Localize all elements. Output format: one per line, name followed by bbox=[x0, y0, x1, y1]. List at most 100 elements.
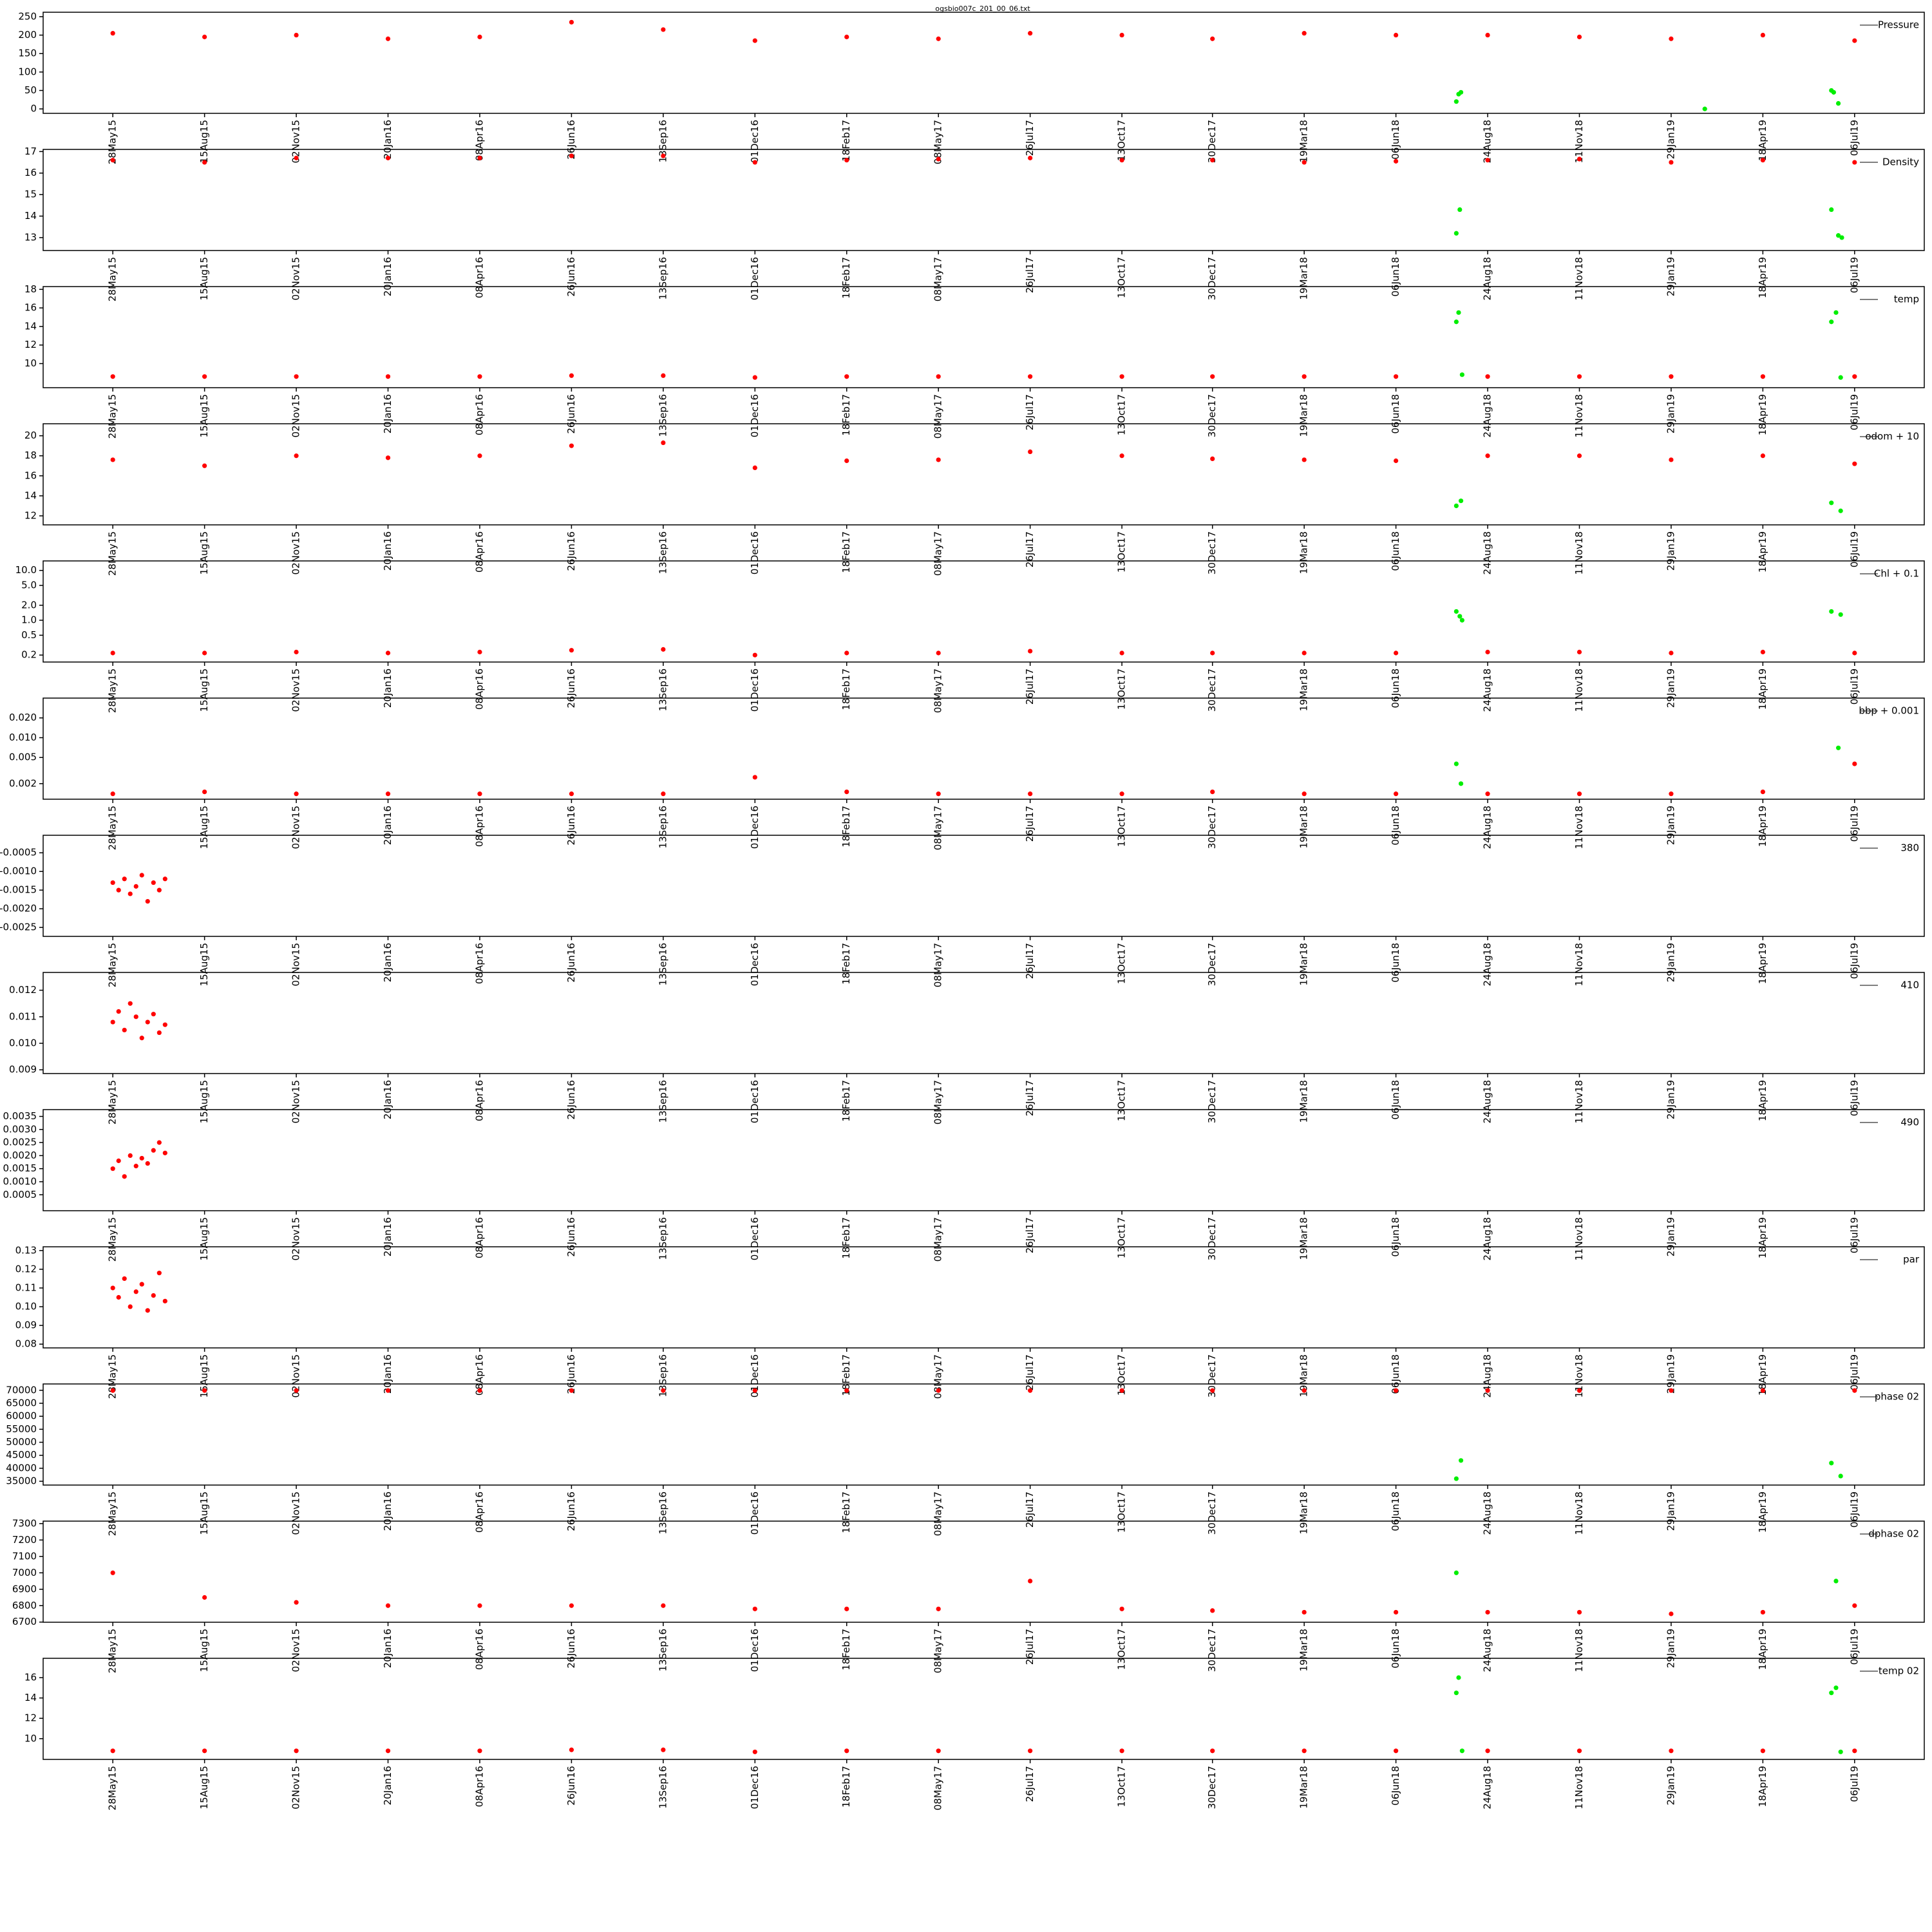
data-point bbox=[385, 1748, 391, 1754]
y-tick-label: 0.12 bbox=[15, 1263, 37, 1274]
data-point bbox=[1028, 1388, 1033, 1393]
x-tick-label: 19Mar18 bbox=[1298, 1217, 1310, 1260]
x-tick-label: 11Nov18 bbox=[1573, 943, 1585, 986]
x-tick-label: 13Oct17 bbox=[1116, 257, 1128, 298]
legend-label: bbp + 0.001 bbox=[1859, 705, 1919, 717]
data-point bbox=[569, 791, 574, 797]
y-tick-label: 250 bbox=[18, 10, 37, 22]
x-tick-label: 24Aug18 bbox=[1482, 394, 1493, 437]
y-tick-label: 0.10 bbox=[15, 1301, 37, 1312]
x-tick-label: 29Jan19 bbox=[1665, 1354, 1676, 1394]
x-tick-label: 13Oct17 bbox=[1116, 1217, 1128, 1258]
x-tick-label: 18Feb17 bbox=[840, 531, 852, 573]
x-tick-label: 28May15 bbox=[107, 668, 118, 713]
x-tick-label: 29Jan19 bbox=[1665, 1217, 1676, 1256]
data-point bbox=[1838, 612, 1843, 617]
x-tick-label: 28May15 bbox=[107, 806, 118, 850]
y-tick-label: 65000 bbox=[6, 1397, 37, 1408]
x-tick-label: 11Nov18 bbox=[1573, 1766, 1585, 1809]
x-tick-label: 08Apr16 bbox=[473, 1354, 485, 1396]
x-tick-label: 13Oct17 bbox=[1116, 943, 1128, 984]
x-tick-label: 26Jun16 bbox=[565, 394, 577, 434]
data-point bbox=[1669, 1748, 1674, 1754]
legend-label: 490 bbox=[1900, 1117, 1919, 1128]
y-tick-label: 13 bbox=[24, 231, 37, 243]
x-tick-label: 11Nov18 bbox=[1573, 531, 1585, 574]
x-tick-label: 18Feb17 bbox=[840, 806, 852, 848]
y-tick-label: -0.0005 bbox=[0, 847, 37, 858]
x-tick-label: 01Dec16 bbox=[749, 1354, 761, 1397]
y-tick-label: 12 bbox=[24, 339, 37, 350]
x-tick-label: 30Dec17 bbox=[1206, 1629, 1218, 1672]
y-tick-label: 50000 bbox=[6, 1436, 37, 1448]
data-point bbox=[844, 1748, 849, 1754]
x-tick-label: 26Jul17 bbox=[1024, 257, 1036, 293]
data-point bbox=[1577, 374, 1582, 379]
data-point bbox=[1760, 790, 1765, 795]
plot-frame bbox=[43, 286, 1925, 388]
x-tick-label: 06Jul19 bbox=[1848, 531, 1860, 567]
x-tick-label: 28May15 bbox=[107, 531, 118, 576]
data-point bbox=[1454, 761, 1459, 766]
data-point bbox=[1393, 1609, 1399, 1615]
x-tick-label: 13Oct17 bbox=[1116, 1629, 1128, 1670]
data-point bbox=[936, 374, 941, 379]
y-tick-label: 14 bbox=[24, 320, 37, 332]
data-point bbox=[151, 1012, 156, 1017]
x-tick-label: 11Nov18 bbox=[1573, 394, 1585, 437]
x-tick-label: 11Nov18 bbox=[1573, 668, 1585, 712]
x-tick-label: 11Nov18 bbox=[1573, 120, 1585, 163]
data-point bbox=[1669, 650, 1674, 656]
data-point bbox=[1829, 207, 1834, 213]
y-tick-label: 0.0005 bbox=[3, 1189, 37, 1200]
x-tick-label: 19Mar18 bbox=[1298, 394, 1310, 437]
x-tick-label: 29Jan19 bbox=[1665, 668, 1676, 708]
y-tick-label: 0.09 bbox=[15, 1320, 37, 1331]
data-point bbox=[1302, 791, 1307, 797]
data-point bbox=[1669, 374, 1674, 379]
data-point bbox=[1669, 36, 1674, 41]
legend-label: Pressure bbox=[1878, 19, 1919, 31]
data-point bbox=[1669, 1388, 1674, 1393]
data-point bbox=[385, 455, 391, 460]
x-tick-label: 28May15 bbox=[107, 1492, 118, 1536]
x-tick-label: 13Sep16 bbox=[657, 531, 668, 574]
plot-frame bbox=[43, 1520, 1925, 1623]
x-tick-label: 26Jul17 bbox=[1024, 394, 1036, 430]
x-tick-label: 08May17 bbox=[933, 1080, 944, 1124]
x-tick-label: 29Jan19 bbox=[1665, 806, 1676, 845]
data-point bbox=[1459, 372, 1464, 377]
data-point bbox=[1669, 160, 1674, 165]
x-tick-label: 02Nov15 bbox=[290, 1354, 302, 1397]
data-point bbox=[1852, 650, 1857, 656]
data-point bbox=[162, 1022, 167, 1027]
x-tick-label: 28May15 bbox=[107, 943, 118, 987]
data-point bbox=[156, 1140, 162, 1145]
x-tick-label: 01Dec16 bbox=[749, 1492, 761, 1535]
y-tick-label: 0.0025 bbox=[3, 1137, 37, 1148]
x-tick-label: 18Apr19 bbox=[1757, 943, 1768, 984]
data-point bbox=[477, 374, 482, 379]
x-tick-label: 08May17 bbox=[933, 394, 944, 439]
x-tick-label: 26Jun16 bbox=[565, 257, 577, 297]
x-tick-label: 15Aug15 bbox=[198, 531, 210, 574]
data-point bbox=[1119, 1748, 1124, 1754]
x-tick-label: 13Oct17 bbox=[1116, 668, 1128, 710]
data-point bbox=[110, 650, 115, 656]
x-tick-label: 06Jun18 bbox=[1390, 257, 1401, 297]
x-tick-label: 13Oct17 bbox=[1116, 531, 1128, 573]
plot-frame bbox=[43, 423, 1925, 526]
y-tick-label: 0.010 bbox=[9, 1037, 37, 1049]
y-tick-label: 12 bbox=[24, 1712, 37, 1724]
x-tick-label: 02Nov15 bbox=[290, 668, 302, 712]
plot-frame bbox=[43, 149, 1925, 251]
data-point bbox=[936, 650, 941, 656]
y-tick-label: 0.13 bbox=[15, 1244, 37, 1256]
x-tick-label: 28May15 bbox=[107, 394, 118, 439]
data-point bbox=[844, 158, 849, 163]
x-tick-label: 26Jul17 bbox=[1024, 806, 1036, 842]
data-point bbox=[477, 1388, 482, 1393]
data-point bbox=[1028, 1748, 1033, 1754]
y-tick-label: 0.0015 bbox=[3, 1162, 37, 1174]
x-tick-label: 01Dec16 bbox=[749, 394, 761, 437]
